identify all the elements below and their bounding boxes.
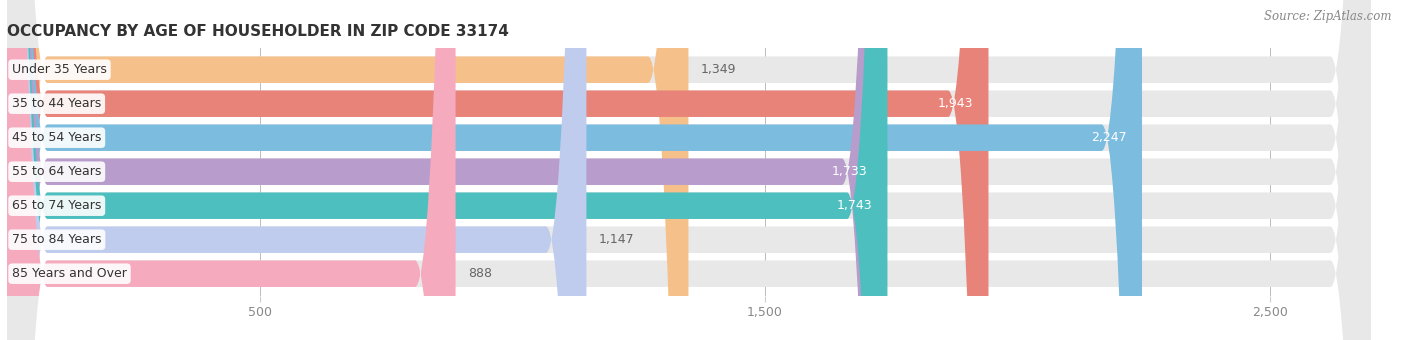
Text: 1,743: 1,743 (837, 199, 872, 212)
Text: 65 to 74 Years: 65 to 74 Years (13, 199, 101, 212)
FancyBboxPatch shape (7, 0, 1371, 340)
Text: Under 35 Years: Under 35 Years (13, 63, 107, 76)
FancyBboxPatch shape (7, 0, 1371, 340)
FancyBboxPatch shape (7, 0, 689, 340)
FancyBboxPatch shape (7, 0, 1371, 340)
FancyBboxPatch shape (7, 0, 586, 340)
Text: 75 to 84 Years: 75 to 84 Years (13, 233, 101, 246)
Text: 1,733: 1,733 (831, 165, 868, 178)
FancyBboxPatch shape (7, 0, 1371, 340)
Text: 85 Years and Over: 85 Years and Over (13, 267, 127, 280)
Text: 35 to 44 Years: 35 to 44 Years (13, 97, 101, 110)
Text: 1,349: 1,349 (702, 63, 737, 76)
FancyBboxPatch shape (7, 0, 456, 340)
FancyBboxPatch shape (7, 0, 887, 340)
Text: 2,247: 2,247 (1091, 131, 1126, 144)
Text: 1,147: 1,147 (599, 233, 634, 246)
Text: 1,943: 1,943 (938, 97, 973, 110)
FancyBboxPatch shape (7, 0, 1371, 340)
FancyBboxPatch shape (7, 0, 1142, 340)
FancyBboxPatch shape (7, 0, 988, 340)
FancyBboxPatch shape (7, 0, 1371, 340)
Text: 888: 888 (468, 267, 492, 280)
FancyBboxPatch shape (7, 0, 883, 340)
Text: OCCUPANCY BY AGE OF HOUSEHOLDER IN ZIP CODE 33174: OCCUPANCY BY AGE OF HOUSEHOLDER IN ZIP C… (7, 24, 509, 39)
Text: 55 to 64 Years: 55 to 64 Years (13, 165, 101, 178)
Text: Source: ZipAtlas.com: Source: ZipAtlas.com (1264, 10, 1392, 23)
Text: 45 to 54 Years: 45 to 54 Years (13, 131, 101, 144)
FancyBboxPatch shape (7, 0, 1371, 340)
